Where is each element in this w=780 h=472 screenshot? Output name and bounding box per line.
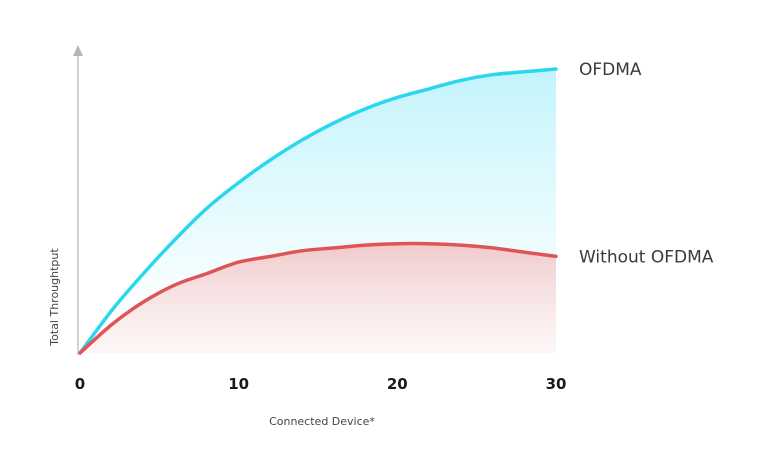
x-tick-label: 20 <box>387 375 408 393</box>
x-tick-label: 0 <box>75 375 85 393</box>
x-tick-label: 30 <box>546 375 567 393</box>
series-label-ofdma: OFDMA <box>579 60 642 80</box>
series-labels: OFDMA Without OFDMA <box>579 60 714 267</box>
y-axis-arrow-icon <box>73 45 83 56</box>
series-lines <box>78 67 558 355</box>
series-label-without-ofdma: Without OFDMA <box>579 247 714 267</box>
x-axis-label: Connected Device* <box>269 415 375 428</box>
x-tick-labels: 0 10 20 30 <box>75 375 567 393</box>
series-area-without-ofdma <box>80 243 556 353</box>
series-line-without-ofdma <box>78 241 558 355</box>
x-tick-label: 10 <box>228 375 249 393</box>
series-areas <box>80 69 556 353</box>
series-line-ofdma <box>78 67 558 355</box>
y-axis-label: Total Throughtput <box>48 248 61 347</box>
